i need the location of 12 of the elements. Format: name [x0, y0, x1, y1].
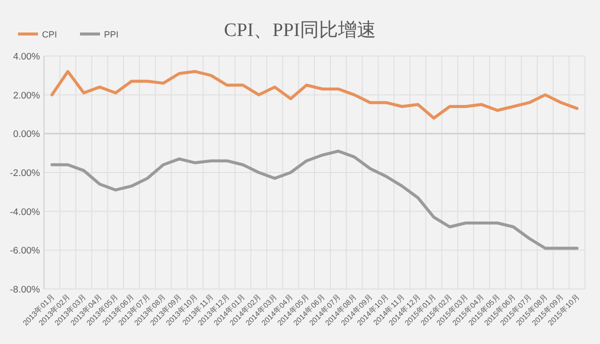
line-series: [50, 150, 579, 250]
y-tick-label: 2.00%: [13, 90, 41, 102]
y-tick-label: 0.00%: [13, 129, 41, 140]
y-tick-label: 4.00%: [13, 52, 41, 62]
chart-title: CPI、PPI同比增速: [224, 20, 376, 41]
legend-label: CPI: [42, 30, 58, 40]
y-tick-label: -2.00%: [10, 168, 41, 179]
y-tick-label: -8.00%: [10, 284, 41, 296]
y-tick-label: -4.00%: [10, 206, 41, 218]
legend-label: PPI: [104, 30, 119, 40]
line-series: [50, 70, 579, 120]
y-tick-label: -6.00%: [10, 246, 41, 257]
